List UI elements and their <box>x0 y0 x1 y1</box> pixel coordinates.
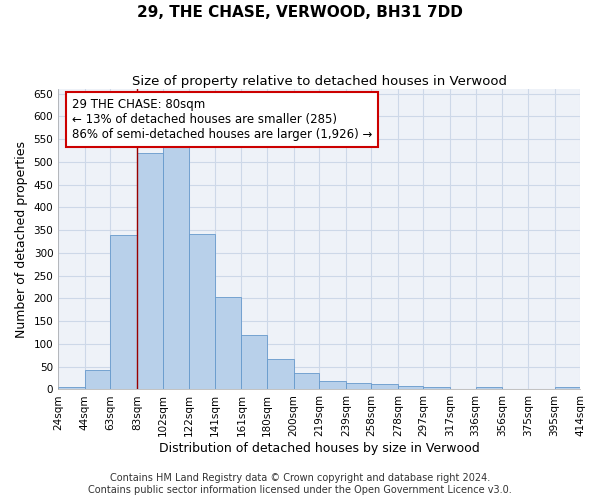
Bar <box>476 387 502 390</box>
Bar <box>371 384 398 390</box>
Bar <box>346 383 371 390</box>
Bar <box>137 153 163 390</box>
Y-axis label: Number of detached properties: Number of detached properties <box>15 141 28 338</box>
Bar <box>424 387 450 390</box>
Bar <box>293 372 319 390</box>
Title: Size of property relative to detached houses in Verwood: Size of property relative to detached ho… <box>131 75 506 88</box>
Text: 29 THE CHASE: 80sqm
← 13% of detached houses are smaller (285)
86% of semi-detac: 29 THE CHASE: 80sqm ← 13% of detached ho… <box>71 98 372 142</box>
Bar <box>215 297 241 390</box>
Bar <box>110 235 137 390</box>
Bar <box>319 381 346 390</box>
Bar <box>189 234 215 390</box>
Bar <box>554 387 580 390</box>
X-axis label: Distribution of detached houses by size in Verwood: Distribution of detached houses by size … <box>159 442 479 455</box>
Bar <box>267 358 293 390</box>
Text: 29, THE CHASE, VERWOOD, BH31 7DD: 29, THE CHASE, VERWOOD, BH31 7DD <box>137 5 463 20</box>
Bar <box>163 146 189 390</box>
Bar <box>85 370 110 390</box>
Bar <box>241 336 267 390</box>
Bar <box>398 386 424 390</box>
Bar <box>58 387 85 390</box>
Text: Contains HM Land Registry data © Crown copyright and database right 2024.
Contai: Contains HM Land Registry data © Crown c… <box>88 474 512 495</box>
